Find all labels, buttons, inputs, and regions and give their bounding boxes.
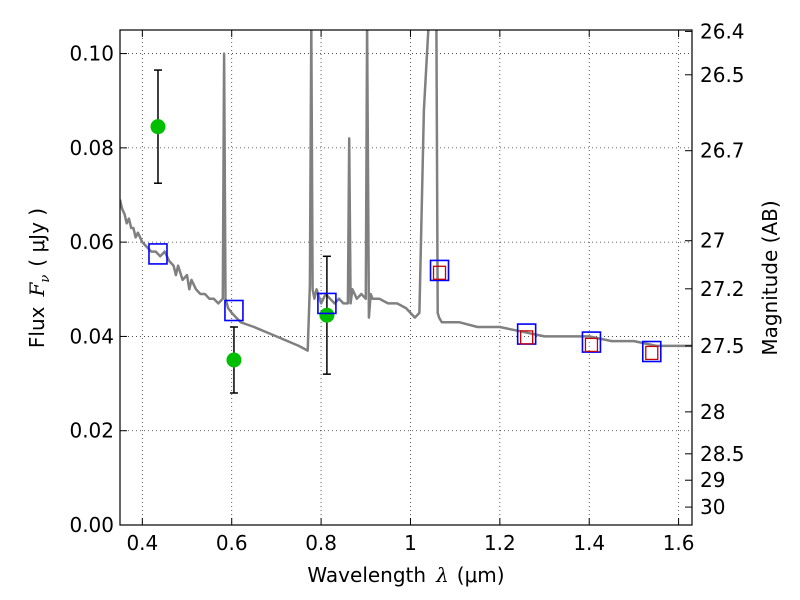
x-tick-label: 1 bbox=[404, 531, 417, 555]
grid-lines bbox=[120, 30, 692, 526]
mag-tick-label: 26.4 bbox=[700, 19, 745, 43]
predicted-flux-square bbox=[432, 265, 447, 280]
x-tick-label: 0.4 bbox=[126, 531, 158, 555]
mag-tick-label: 30 bbox=[700, 495, 725, 519]
x-tick-label: 0.6 bbox=[216, 531, 248, 555]
axis-ticks: 0.4 0.6 0.8 1 1.2 1.4 1.6 0.00 0.02 0.04 0.06 0.08 0… bbox=[69, 19, 744, 555]
y-tick-label: 0.08 bbox=[69, 136, 114, 160]
mag-tick-label: 27.2 bbox=[700, 277, 745, 301]
x-tick-label: 1.6 bbox=[663, 531, 695, 555]
model-flux-square bbox=[429, 259, 450, 282]
x-axis-title: Wavelength λ (μm) bbox=[307, 563, 504, 587]
x-tick-label: 1.4 bbox=[573, 531, 605, 555]
model-flux-square bbox=[148, 243, 168, 265]
data-layer bbox=[120, 30, 692, 394]
model-flux-square bbox=[641, 340, 662, 363]
x-tick-label: 0.8 bbox=[305, 531, 337, 555]
y2-axis-title: Magnitude (AB) bbox=[758, 200, 782, 355]
x-tick-label: 1.2 bbox=[484, 531, 516, 555]
y-tick-label: 0.02 bbox=[69, 419, 114, 443]
y-tick-label: 0.00 bbox=[69, 513, 114, 537]
y-tick-label: 0.10 bbox=[69, 42, 114, 66]
plot-area bbox=[120, 30, 692, 394]
y-tick-label: 0.04 bbox=[69, 324, 114, 348]
plot-frame bbox=[119, 29, 693, 526]
mag-tick-label: 28.5 bbox=[700, 442, 745, 466]
mag-tick-label: 28 bbox=[700, 400, 725, 424]
predicted-flux-square bbox=[645, 345, 659, 361]
mag-tick-label: 29 bbox=[700, 468, 725, 492]
mag-tick-label: 27.5 bbox=[700, 334, 745, 358]
observed-flux-point bbox=[319, 307, 335, 323]
mag-tick-label: 26.5 bbox=[700, 63, 745, 87]
y-tick-label: 0.06 bbox=[69, 230, 114, 254]
mag-tick-label: 26.7 bbox=[700, 139, 745, 163]
observed-flux-point bbox=[226, 352, 242, 368]
predicted-flux-square bbox=[520, 330, 534, 345]
observed-flux-point bbox=[150, 119, 166, 135]
y-axis-title: FluxFν( μJy ) bbox=[25, 208, 53, 348]
predicted-flux-square bbox=[584, 337, 599, 353]
spectrum-line bbox=[120, 30, 692, 352]
model-flux-square bbox=[317, 292, 337, 315]
model-flux-square bbox=[581, 331, 602, 353]
model-flux-square bbox=[224, 299, 244, 322]
mag-tick-label: 27 bbox=[700, 229, 725, 253]
